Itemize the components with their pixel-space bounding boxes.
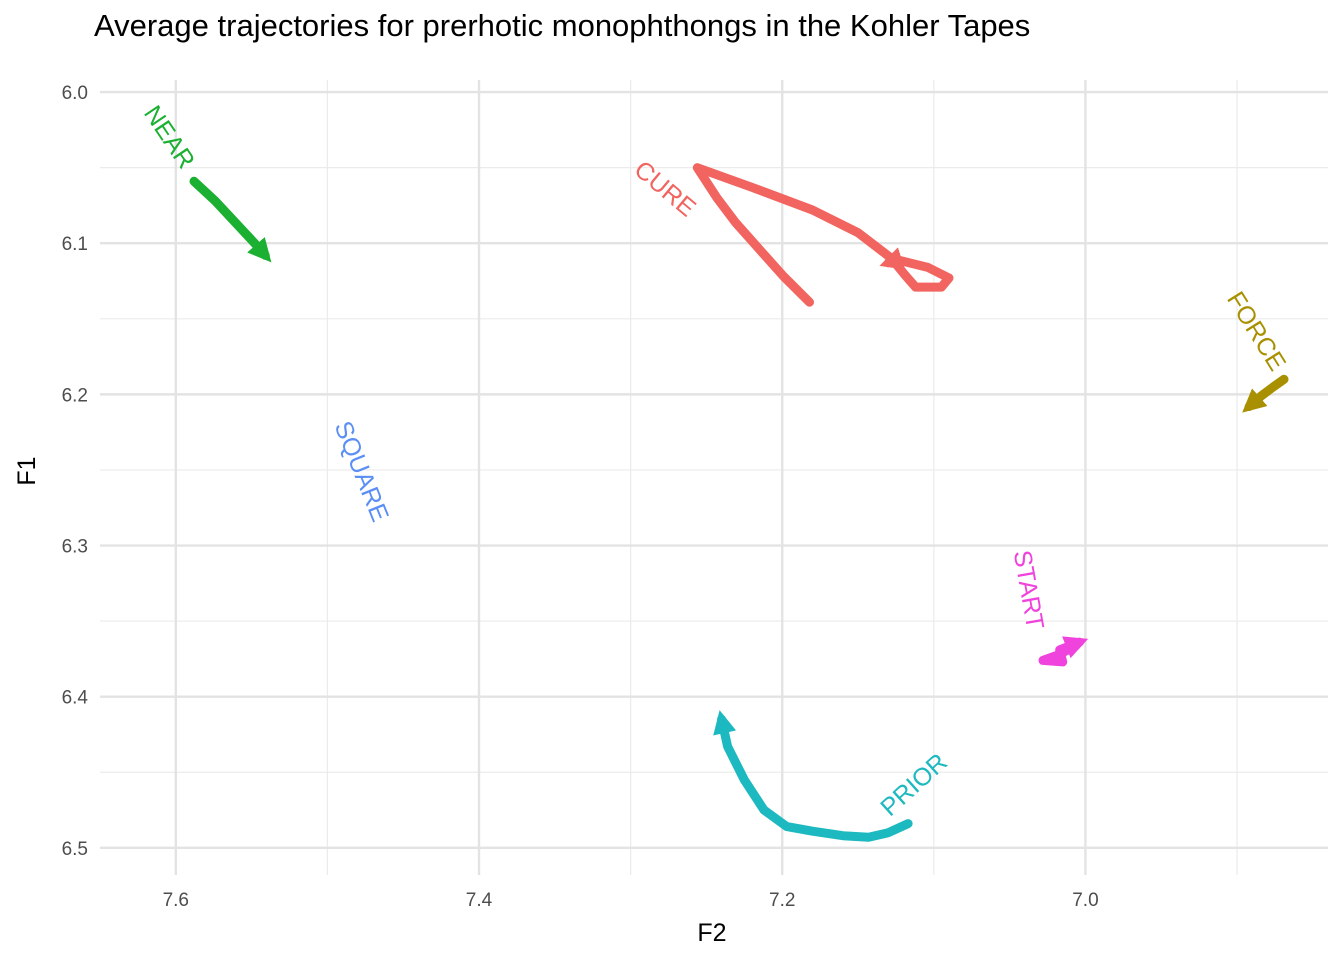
trajectory-near: [189, 176, 272, 263]
x-tick-label: 7.6: [163, 890, 189, 911]
y-tick-label: 6.5: [62, 839, 88, 860]
label-start: START: [1008, 548, 1049, 631]
axis-ticks: 7.6 7.4 7.2 7.0 6.0 6.1 6.2 6.3 6.4 6.5: [62, 83, 1099, 911]
trajectory-prior: [713, 710, 913, 842]
x-tick-label: 7.0: [1072, 890, 1098, 911]
trajectory-cure: [692, 163, 954, 307]
label-prior: PRIOR: [875, 748, 953, 822]
label-near: NEAR: [138, 101, 200, 174]
grid-lines: [100, 80, 1328, 875]
x-tick-label: 7.2: [769, 890, 795, 911]
trajectory-series: [189, 163, 1289, 842]
label-cure: CURE: [629, 155, 701, 222]
chart-title: Average trajectories for prerhotic monop…: [94, 8, 1031, 43]
trajectory-force: [1242, 374, 1289, 413]
y-tick-label: 6.1: [62, 234, 88, 255]
y-tick-label: 6.0: [62, 83, 88, 104]
y-axis-label: F1: [13, 456, 41, 485]
label-force: FORCE: [1221, 287, 1291, 376]
x-axis-label: F2: [697, 919, 726, 947]
vowel-labels: NEAR CURE FORCE SQUARE START PRIOR: [138, 101, 1291, 822]
y-tick-label: 6.4: [62, 688, 89, 709]
trajectory-start: [1038, 636, 1089, 667]
y-tick-label: 6.2: [62, 385, 88, 406]
label-square: SQUARE: [329, 417, 395, 525]
y-tick-label: 6.3: [62, 537, 88, 558]
x-tick-label: 7.4: [466, 890, 493, 911]
